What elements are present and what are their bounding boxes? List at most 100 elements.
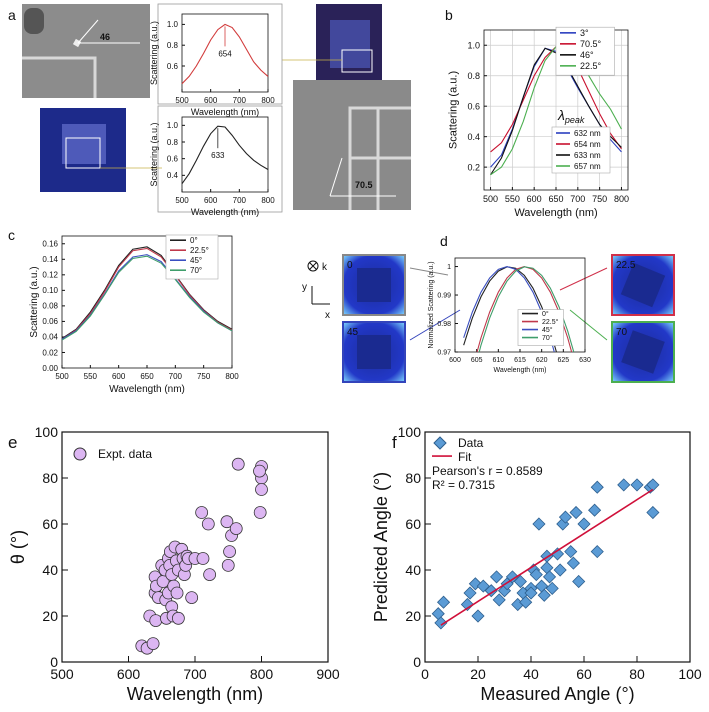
y-tick-label: 60 bbox=[405, 516, 421, 532]
point bbox=[519, 595, 533, 609]
legend-label: 632 nm bbox=[574, 129, 601, 138]
point bbox=[253, 506, 267, 519]
point bbox=[484, 584, 498, 598]
series-line bbox=[463, 266, 558, 352]
point bbox=[255, 483, 268, 496]
point bbox=[203, 568, 217, 581]
legend-label: 0° bbox=[542, 310, 549, 318]
y-tick-label: 60 bbox=[42, 516, 58, 532]
chart: e 500 600 700 800 900 0 20 40 60 80 100 Wavelength (… bbox=[8, 424, 340, 704]
arrow bbox=[569, 309, 608, 341]
x-tick-label: 750 bbox=[197, 372, 211, 381]
annotation: R² = 0.7315 bbox=[432, 478, 495, 492]
legend-label: Fit bbox=[458, 450, 472, 464]
legend-label: 657 nm bbox=[574, 162, 601, 171]
point bbox=[434, 616, 448, 630]
particle-outline bbox=[357, 335, 391, 369]
legend-box bbox=[555, 26, 615, 76]
image-feature bbox=[330, 20, 370, 68]
map-arrows bbox=[409, 267, 608, 341]
series-line bbox=[181, 125, 269, 184]
chart: 500 600 700 800 0.4 0.6 0.8 1.0 Wavelength (nm) S… bbox=[149, 105, 283, 217]
y-tick-label: 0.97 bbox=[437, 349, 451, 356]
point bbox=[146, 637, 160, 650]
x-tick-label: 800 bbox=[261, 96, 275, 105]
x-tick-label: 650 bbox=[140, 372, 154, 381]
particle-outline bbox=[620, 262, 666, 308]
y-axis-label: θ (°) bbox=[8, 530, 28, 564]
plot-frame bbox=[61, 431, 329, 663]
y-tick-label: 0.04 bbox=[42, 333, 58, 342]
x-tick-label: 550 bbox=[84, 372, 98, 381]
x-tick-label: 800 bbox=[250, 666, 274, 682]
legend-label: Expt. data bbox=[98, 447, 152, 461]
y-tick-label: 0.98 bbox=[437, 321, 451, 328]
image-feature bbox=[62, 124, 106, 164]
arrow bbox=[409, 309, 461, 341]
legend-label: 22.5° bbox=[580, 61, 602, 71]
point bbox=[171, 611, 185, 625]
legend-label: 22.5° bbox=[190, 246, 209, 255]
x-tick-label: 625 bbox=[557, 357, 569, 364]
point bbox=[524, 586, 538, 600]
y-tick-label: 0.06 bbox=[42, 317, 58, 326]
point bbox=[588, 503, 602, 517]
x-tick-label: 100 bbox=[678, 666, 702, 682]
chart: d 600 605 610 615 620 625 630 0.97 0.98 0.99 1 Wavel… bbox=[428, 233, 591, 374]
y-tick-label: 0.6 bbox=[467, 101, 480, 111]
legend-title-sub: peak bbox=[564, 115, 585, 125]
y-axis-label: Normalized Scattering (a.u.) bbox=[428, 261, 435, 348]
legend-label: 3° bbox=[580, 28, 589, 38]
panel-label: c bbox=[8, 227, 15, 243]
image-edge bbox=[22, 56, 97, 98]
point bbox=[492, 593, 506, 607]
point bbox=[646, 478, 660, 492]
y-tick-label: 0.6 bbox=[167, 62, 179, 71]
x-axis-label: Wavelength (nm) bbox=[191, 107, 259, 117]
annotation: 654 bbox=[218, 49, 232, 58]
point bbox=[253, 464, 266, 478]
point bbox=[149, 614, 163, 627]
legend-label: 46° bbox=[580, 50, 594, 60]
chart-frame bbox=[157, 105, 283, 213]
point bbox=[231, 457, 245, 471]
map-label: 45 bbox=[347, 327, 359, 338]
y-tick-label: 40 bbox=[42, 562, 58, 578]
k-symbol bbox=[307, 260, 319, 272]
legend-label: 70° bbox=[542, 334, 553, 342]
angle-guide bbox=[329, 157, 396, 197]
plot-frame bbox=[454, 257, 586, 353]
y-tick-label: 1.0 bbox=[167, 121, 179, 130]
x-axis-label: Wavelength (nm) bbox=[127, 684, 263, 704]
legend-swatch bbox=[73, 447, 87, 461]
x-tick-label: 40 bbox=[523, 666, 539, 682]
panel-label: a bbox=[8, 7, 16, 23]
legend-swatch bbox=[433, 436, 447, 450]
series-line bbox=[181, 23, 269, 85]
sem-image bbox=[293, 80, 411, 210]
xy-axes bbox=[311, 286, 330, 305]
selection-box bbox=[65, 137, 101, 169]
series-line bbox=[478, 266, 575, 352]
x-tick-label: 500 bbox=[483, 194, 498, 204]
point bbox=[545, 581, 559, 595]
y-tick-label: 0.2 bbox=[467, 162, 480, 172]
point bbox=[577, 517, 591, 531]
panel-label: b bbox=[445, 7, 453, 23]
particle-outline bbox=[621, 330, 665, 374]
point bbox=[460, 597, 474, 612]
y-axis-label: Predicted Angle (°) bbox=[371, 472, 391, 622]
particle bbox=[72, 38, 82, 48]
point bbox=[532, 517, 546, 531]
legend-label: 70° bbox=[190, 266, 202, 275]
plot-frame bbox=[61, 235, 233, 369]
y-tick-label: 0.4 bbox=[167, 171, 179, 180]
x-tick-label: 600 bbox=[204, 96, 218, 105]
y-tick-label: 0.8 bbox=[167, 138, 179, 147]
y-tick-label: 0.10 bbox=[42, 286, 58, 295]
panel-label: f bbox=[392, 433, 397, 452]
annotation: 633 bbox=[211, 151, 225, 160]
point bbox=[185, 591, 199, 604]
x-tick-label: 700 bbox=[233, 96, 247, 105]
point bbox=[436, 595, 451, 609]
